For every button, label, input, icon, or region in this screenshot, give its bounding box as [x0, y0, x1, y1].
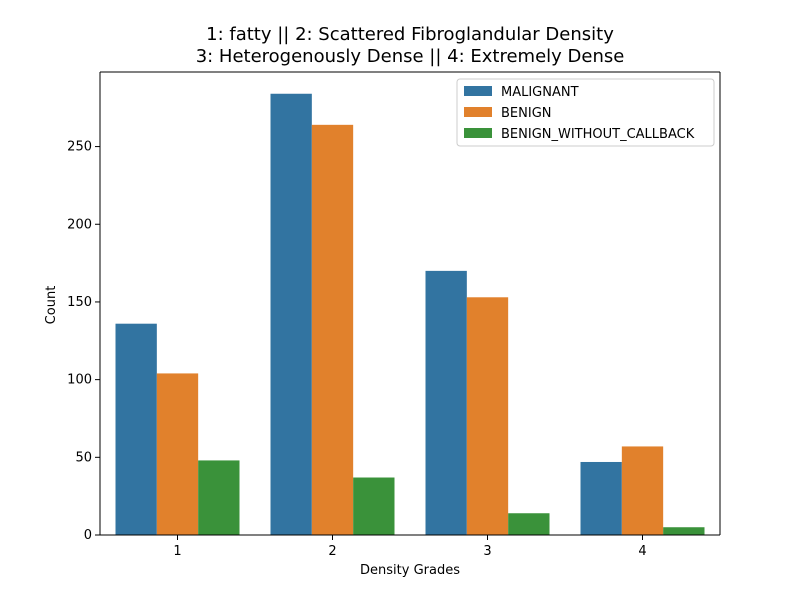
legend-swatch	[464, 128, 492, 138]
bar-benign-2	[311, 124, 354, 535]
y-tick-label: 200	[67, 217, 92, 232]
legend-box	[456, 78, 715, 147]
legend-swatch	[464, 86, 492, 96]
bar-benign-1	[156, 373, 199, 535]
chart-title-line-1: 1: fatty || 2: Scattered Fibroglandular …	[206, 24, 614, 45]
bar-benign-3	[466, 297, 509, 535]
bar-malignant-3	[425, 270, 467, 535]
x-tick-label: 3	[483, 544, 491, 559]
bar-benign-without-callback-4	[663, 527, 705, 535]
bar-benign-without-callback-1	[198, 460, 240, 535]
x-tick-label: 2	[328, 544, 336, 559]
bar-benign-without-callback-3	[508, 513, 550, 535]
y-tick-label: 50	[75, 450, 92, 465]
bars-group	[115, 93, 705, 535]
bar-benign-4	[621, 446, 664, 535]
bar-malignant-2	[270, 93, 312, 535]
legend-swatch	[464, 107, 492, 117]
legend-label: MALIGNANT	[501, 85, 579, 100]
y-tick-label: 100	[67, 373, 92, 388]
x-tick-label: 1	[173, 544, 181, 559]
bar-malignant-1	[115, 323, 157, 535]
x-tick-label: 4	[638, 544, 646, 559]
chart-title-line-2: 3: Heterogenously Dense || 4: Extremely …	[195, 46, 625, 67]
x-axis-label: Density Grades	[360, 563, 460, 578]
axes-group: 0 50 100 150 200 250 1 2 3 4	[67, 71, 721, 559]
legend-label: BENIGN	[501, 106, 552, 121]
y-axis-label: Count	[44, 286, 59, 325]
bar-malignant-4	[580, 461, 622, 535]
y-tick-label: 0	[84, 528, 92, 543]
legend: MALIGNANT BENIGN BENIGN_WITHOUT_CALLBACK	[456, 78, 715, 147]
bar-benign-without-callback-2	[353, 477, 395, 535]
legend-label: BENIGN_WITHOUT_CALLBACK	[501, 127, 695, 142]
y-tick-label: 250	[67, 140, 92, 155]
y-tick-label: 150	[67, 295, 92, 310]
